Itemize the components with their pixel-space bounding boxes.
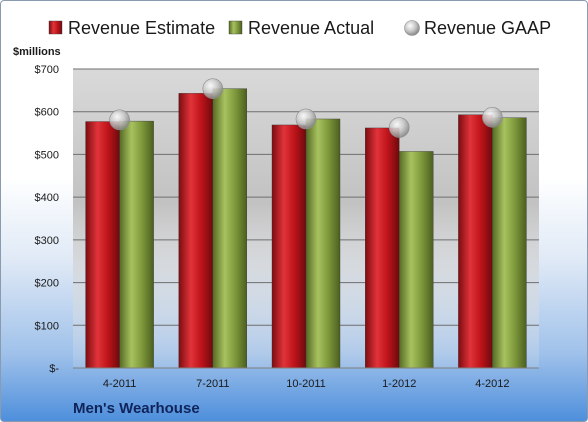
gaap-markers bbox=[109, 78, 503, 138]
bar-revenue-estimate bbox=[365, 127, 400, 369]
bar-revenue-actual bbox=[119, 120, 154, 369]
legend-label: Revenue Estimate bbox=[68, 18, 215, 38]
bar-revenue-actual bbox=[305, 118, 341, 369]
marker-revenue-gaap bbox=[202, 78, 224, 99]
y-unit-label: $millions bbox=[13, 46, 61, 58]
x-axis: 4-2011 7-2011 10-2011 1-2012 4-2012 bbox=[103, 378, 510, 390]
legend-swatch bbox=[48, 20, 63, 35]
y-tick-label: $200 bbox=[35, 278, 59, 290]
bars bbox=[85, 88, 527, 369]
y-tick-label: $500 bbox=[35, 149, 59, 161]
bar-revenue-actual bbox=[212, 88, 248, 369]
bar-revenue-estimate bbox=[85, 121, 120, 369]
bar-revenue-estimate bbox=[271, 124, 307, 369]
marker-revenue-gaap bbox=[109, 109, 130, 131]
y-tick-label: $100 bbox=[35, 320, 59, 332]
y-axis: $- $100 $200 $300 $400 $500 $600 $700 bbox=[35, 64, 60, 375]
company-name: Men's Wearhouse bbox=[73, 400, 200, 417]
marker-revenue-gaap bbox=[295, 108, 317, 130]
bar-revenue-actual bbox=[399, 151, 434, 369]
y-tick-label: $300 bbox=[35, 235, 59, 247]
legend-swatch bbox=[228, 20, 243, 35]
x-tick-label: 4-2011 bbox=[103, 378, 136, 390]
x-tick-label: 7-2011 bbox=[196, 378, 229, 390]
bar-revenue-estimate bbox=[458, 114, 493, 369]
marker-revenue-gaap bbox=[388, 117, 410, 138]
bar-revenue-estimate bbox=[178, 93, 214, 369]
x-tick-label: 4-2012 bbox=[475, 378, 509, 390]
y-tick-label: $700 bbox=[35, 64, 59, 76]
y-tick-label: $400 bbox=[35, 192, 59, 204]
legend-label: Revenue Actual bbox=[248, 18, 374, 38]
legend-label: Revenue GAAP bbox=[424, 18, 551, 38]
y-tick-label: $- bbox=[49, 363, 59, 375]
bar-revenue-actual bbox=[492, 117, 527, 369]
x-tick-label: 1-2012 bbox=[382, 378, 416, 390]
legend: Revenue Estimate Revenue Actual Revenue GA… bbox=[48, 18, 551, 38]
marker-revenue-gaap bbox=[482, 106, 503, 128]
legend-swatch bbox=[404, 20, 420, 36]
x-tick-label: 10-2011 bbox=[286, 378, 326, 390]
y-tick-label: $600 bbox=[35, 107, 59, 119]
